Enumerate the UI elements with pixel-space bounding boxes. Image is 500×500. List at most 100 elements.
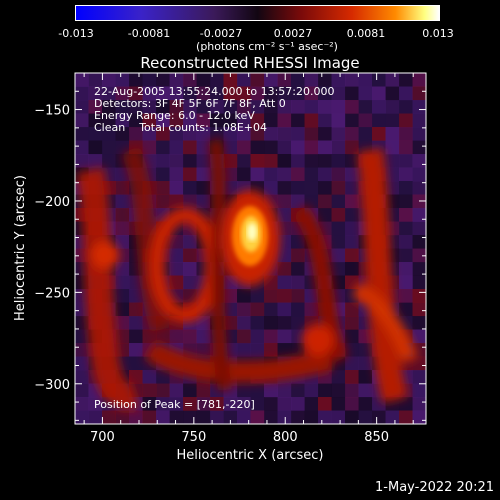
heatmap-cell — [358, 113, 373, 128]
heatmap-cell — [345, 113, 359, 128]
heatmap-cell — [156, 397, 170, 411]
heatmap-cell — [196, 167, 211, 182]
colorbar-tick-label: -0.0081 — [127, 27, 171, 40]
heatmap-cell — [75, 370, 89, 384]
heatmap-cell — [345, 154, 359, 168]
heatmap-cell — [102, 154, 116, 168]
heatmap-cell — [223, 113, 238, 128]
heatmap-cell — [88, 154, 103, 168]
heatmap-cell — [129, 275, 143, 290]
heatmap-cell — [291, 167, 305, 182]
heatmap-cell — [345, 370, 359, 384]
heatmap-cell — [237, 127, 251, 141]
heatmap-cell — [331, 410, 346, 424]
x-tick-label: 850 — [364, 430, 389, 445]
heatmap-cell — [102, 73, 116, 87]
heatmap-cell — [169, 167, 184, 182]
heatmap-cell — [183, 167, 197, 182]
heatmap-cell — [250, 140, 265, 155]
heatmap-cell — [331, 154, 346, 168]
heatmap-cell — [264, 397, 278, 411]
heatmap-cell — [358, 356, 373, 371]
heatmap-cell — [102, 127, 116, 141]
heatmap-cell — [129, 329, 143, 344]
heatmap-cell — [156, 329, 170, 344]
heatmap-cell — [237, 410, 251, 424]
heatmap-cell — [183, 181, 197, 195]
heatmap-cell — [115, 73, 130, 87]
heatmap-cell — [358, 100, 373, 114]
heatmap-cell — [277, 289, 292, 303]
heatmap-cell — [277, 302, 292, 317]
heatmap-cell — [264, 127, 278, 141]
heatmap-cell — [291, 248, 305, 263]
heatmap-cell — [88, 113, 103, 128]
heatmap-cell — [345, 73, 359, 87]
heatmap-cell — [304, 127, 319, 141]
heatmap-cell — [372, 127, 386, 141]
heatmap-cell — [291, 181, 305, 195]
heatmap-cell — [304, 383, 319, 398]
heatmap-cell — [304, 167, 319, 182]
heatmap-cell — [277, 248, 292, 263]
heatmap-cell — [183, 194, 197, 209]
heatmap-cell — [412, 248, 426, 263]
heatmap-cell — [264, 316, 278, 330]
heatmap-cell — [412, 329, 426, 344]
heatmap-cell — [183, 289, 197, 303]
heatmap-cell — [277, 275, 292, 290]
heatmap-cell — [142, 140, 157, 155]
heatmap-cell — [399, 275, 413, 290]
heatmap-cell — [169, 248, 184, 263]
heatmap-cell — [223, 181, 238, 195]
colorbar-tick-label: 0.013 — [422, 27, 454, 40]
heatmap-cell — [399, 221, 413, 236]
heatmap-cell — [345, 302, 359, 317]
heatmap-cell — [412, 127, 426, 141]
heatmap-cell — [88, 140, 103, 155]
heatmap-cell — [223, 154, 238, 168]
x-axis-label: Heliocentric X (arcsec) — [177, 448, 324, 463]
heatmap-cell — [169, 181, 184, 195]
heatmap-cell — [183, 235, 197, 249]
heatmap-cell — [183, 410, 197, 424]
heatmap-cell — [277, 343, 292, 357]
heatmap-cell — [250, 343, 265, 357]
heatmap-cell — [345, 181, 359, 195]
heatmap-cell — [129, 127, 143, 141]
heatmap-cell — [385, 181, 400, 195]
heatmap-cell — [372, 86, 386, 101]
heatmap-cell — [115, 235, 130, 249]
heatmap-cell — [142, 370, 157, 384]
heatmap-cell — [237, 343, 251, 357]
heatmap-cell — [412, 316, 426, 330]
heatmap-cell — [345, 248, 359, 263]
heatmap-cell — [237, 329, 251, 344]
heatmap-cell — [196, 181, 211, 195]
heatmap-cell — [183, 127, 197, 141]
heatmap-cell — [331, 113, 346, 128]
heatmap-cell — [129, 356, 143, 371]
heatmap-cell — [291, 73, 305, 87]
heatmap-cell — [331, 208, 346, 222]
heatmap-cell — [291, 235, 305, 249]
heatmap-cell — [169, 329, 184, 344]
heatmap-cell — [129, 316, 143, 330]
emission-structures — [76, 138, 418, 411]
heatmap-cell — [115, 167, 130, 182]
heatmap-cell — [142, 86, 157, 101]
heatmap-cell — [399, 154, 413, 168]
heatmap-cell — [223, 167, 238, 182]
heatmap-cell — [291, 154, 305, 168]
annotation-detectors: Detectors: 3F 4F 5F 6F 7F 8F, Att 0 — [94, 97, 286, 110]
annotation-energy-range: Energy Range: 6.0 - 12.0 keV — [94, 109, 255, 122]
heatmap-cell — [277, 127, 292, 141]
heatmap-cell — [358, 86, 373, 101]
heatmap-cell — [142, 397, 157, 411]
heatmap-cell — [304, 397, 319, 411]
heatmap-cell — [183, 329, 197, 344]
heatmap-cell — [345, 262, 359, 276]
heatmap-cell — [142, 127, 157, 141]
heatmap-cell — [115, 113, 130, 128]
